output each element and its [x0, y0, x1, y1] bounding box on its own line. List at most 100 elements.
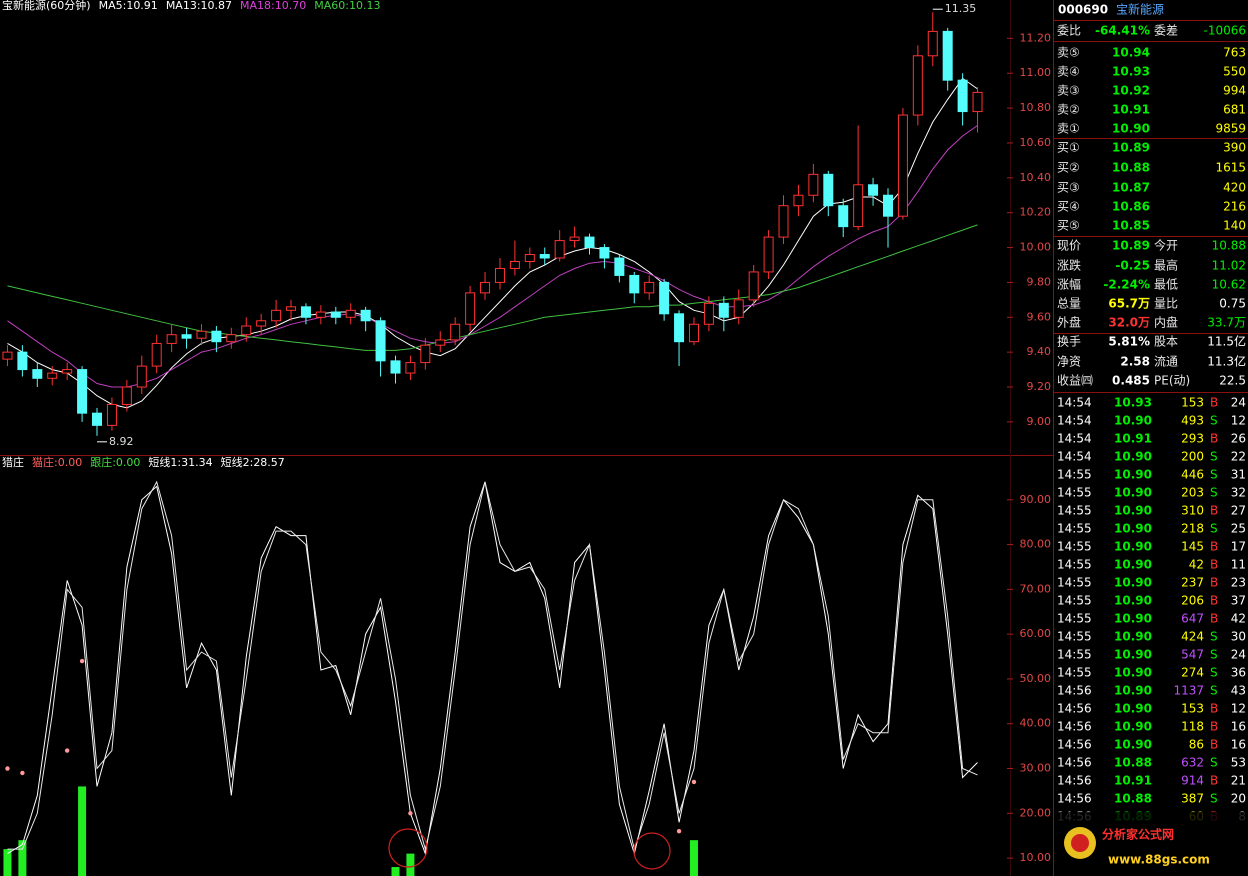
quote-value: 65.7万: [1108, 297, 1150, 311]
trade-time: 14:55: [1057, 486, 1092, 500]
candle-body: [92, 412, 103, 426]
trade-side: S: [1210, 486, 1218, 500]
quote-volume: 9859: [1215, 122, 1246, 136]
trade-count: 11: [1231, 558, 1246, 572]
legend-label: MA13:10.87: [166, 0, 232, 12]
candle-body: [524, 254, 535, 262]
quote-volume: 140: [1223, 219, 1246, 233]
candle-body: [166, 334, 177, 344]
trade-volume: 42: [1189, 558, 1204, 572]
y-tick-label: 10.60: [1020, 136, 1052, 149]
quote-label: 净资: [1057, 355, 1081, 369]
quote-value: 10.94: [1112, 46, 1150, 60]
trade-count: 16: [1231, 720, 1246, 734]
trade-time: 14:55: [1057, 504, 1092, 518]
candle-body: [957, 79, 968, 113]
quote-label: 现价: [1057, 239, 1081, 253]
quote-label: 委比: [1057, 24, 1081, 38]
annotation-label: 8.92: [109, 435, 133, 448]
trade-volume: 153: [1181, 702, 1204, 716]
trade-volume: 446: [1181, 468, 1204, 482]
signal-bar: [689, 840, 698, 876]
trade-price: 10.90: [1114, 666, 1152, 680]
trade-price: 10.90: [1114, 450, 1152, 464]
trade-side: S: [1210, 792, 1218, 806]
quote-volume: 390: [1223, 141, 1246, 155]
quote-volume: 763: [1223, 46, 1246, 60]
legend-label: 猫庄:0.00: [32, 455, 82, 469]
trade-volume: 145: [1181, 540, 1204, 554]
y-tick-label: 9.60: [1027, 310, 1052, 323]
trade-price: 10.90: [1114, 522, 1152, 536]
trade-side: S: [1210, 468, 1218, 482]
candle-body: [435, 339, 446, 346]
quote-label: 最高: [1154, 258, 1178, 273]
trade-count: 32: [1231, 486, 1246, 500]
legend-label: MA60:10.13: [314, 0, 380, 12]
y-tick-label: 11.00: [1020, 66, 1052, 79]
quote-label: 买②: [1057, 161, 1080, 175]
trade-price: 10.88: [1114, 756, 1152, 770]
trade-side: B: [1210, 702, 1218, 716]
candle-body: [972, 91, 983, 113]
ma-line: [7, 224, 978, 351]
trade-side: S: [1210, 630, 1218, 644]
quote-value: 10.85: [1112, 219, 1150, 233]
candle-body: [539, 254, 550, 259]
candle-body: [375, 320, 386, 362]
trade-count: 30: [1231, 630, 1246, 644]
trade-volume: 493: [1181, 414, 1204, 428]
candle-body: [32, 369, 43, 379]
quote-label: 量比: [1154, 297, 1178, 311]
legend-label: 跟庄:0.00: [90, 455, 140, 469]
trade-count: 53: [1231, 756, 1246, 770]
quote-value: 10.93: [1112, 65, 1150, 79]
plots: 9.00 9.20 9.40 9.60 9.80 10.00 10.20 10.40 10.60…: [2, 0, 1051, 876]
trade-time: 14:56: [1057, 774, 1092, 788]
y-tick-label: 10.40: [1020, 171, 1052, 184]
trade-price: 10.90: [1114, 612, 1152, 626]
trade-time: 14:55: [1057, 648, 1092, 662]
stock-code: 000690: [1058, 3, 1108, 17]
trade-time: 14:55: [1057, 666, 1092, 680]
trade-time: 14:54: [1057, 396, 1092, 410]
trade-count: 31: [1231, 468, 1246, 482]
candle-body: [912, 55, 923, 116]
quote-value: 2.58: [1120, 355, 1150, 369]
candle-body: [629, 274, 640, 294]
oscillator-line: [7, 480, 978, 852]
candle-body: [315, 311, 326, 318]
candle-body: [330, 311, 341, 318]
quote-label: 卖②: [1057, 103, 1080, 117]
quote-label: 买①: [1057, 141, 1080, 155]
candle-body: [808, 173, 819, 196]
y-tick-label: 40.00: [1020, 717, 1052, 730]
highlight-circle: [633, 832, 671, 870]
trade-side: B: [1210, 720, 1218, 734]
legend-label: MA5:10.91: [99, 0, 158, 12]
quote-label: 委差: [1154, 24, 1178, 38]
trade-time: 14:56: [1057, 738, 1092, 752]
quote-volume: 1615: [1215, 161, 1246, 175]
trade-side: S: [1210, 684, 1218, 698]
candle-body: [748, 271, 759, 301]
trade-count: 37: [1231, 594, 1246, 608]
trade-count: 21: [1231, 774, 1246, 788]
candle-body: [584, 236, 595, 249]
watermark-logo: [1071, 834, 1089, 852]
quote-value: 0.485: [1112, 374, 1150, 388]
trade-side: S: [1210, 666, 1218, 680]
legend-label: MA18:10.70: [240, 0, 306, 12]
signal-dot: [5, 766, 10, 771]
signal-dot: [408, 811, 413, 816]
trade-side: B: [1210, 432, 1218, 446]
quote-value: 11.3亿: [1207, 354, 1246, 369]
candle-body: [793, 194, 804, 207]
annotation-label: 11.35: [945, 2, 977, 15]
legend-label: 猎庄: [2, 455, 24, 469]
candle-body: [226, 334, 237, 343]
quote-label: 卖⑤: [1057, 46, 1080, 60]
trade-side: B: [1210, 738, 1218, 752]
candle-body: [300, 306, 311, 318]
quote-value: 10.89: [1112, 239, 1150, 253]
